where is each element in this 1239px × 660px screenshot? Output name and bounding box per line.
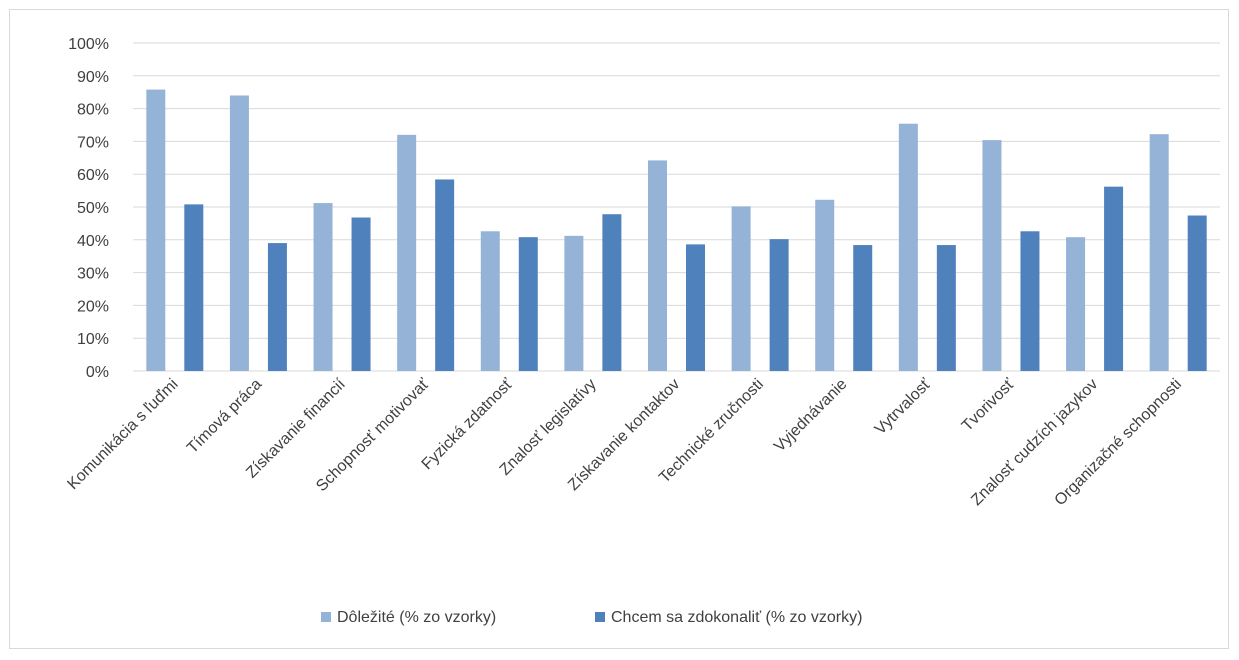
bar-dolezite bbox=[313, 203, 333, 371]
x-axis-labels: Komunikácia s ľuďmi Tímová prácaZískavani… bbox=[64, 375, 1185, 509]
bars bbox=[146, 89, 1207, 372]
y-tick-label: 20% bbox=[77, 298, 109, 315]
bar-chcem-sa-zdokonalit bbox=[686, 244, 705, 371]
y-tick-label: 80% bbox=[77, 102, 109, 119]
y-tick-label: 10% bbox=[77, 331, 109, 348]
bar-chcem-sa-zdokonalit bbox=[518, 237, 538, 371]
bar-dolezite bbox=[229, 95, 249, 371]
bar-dolezite bbox=[1066, 237, 1086, 371]
bar-dolezite bbox=[397, 134, 417, 371]
bar-dolezite bbox=[982, 140, 1002, 371]
bar-chcem-sa-zdokonalit bbox=[1020, 231, 1040, 371]
y-tick-label: 0% bbox=[86, 364, 109, 381]
gridlines bbox=[133, 42, 1220, 372]
y-tick-label: 30% bbox=[77, 266, 109, 283]
legend-label-dolezite: Dôležité (% zo vzorky) bbox=[337, 609, 496, 626]
legend-label-chcem-sa-zdokonalit: Chcem sa zdokonaliť (% zo vzorky) bbox=[611, 609, 862, 626]
y-tick-label: 100% bbox=[68, 36, 109, 53]
bar-dolezite bbox=[1149, 134, 1169, 371]
y-tick-label: 70% bbox=[77, 134, 109, 151]
bar-dolezite bbox=[898, 123, 918, 371]
bar-chcem-sa-zdokonalit bbox=[351, 217, 371, 371]
legend-swatch-chcem-sa-zdokonalit bbox=[595, 612, 605, 622]
chart-frame: 0% 10% 20% 30% 40% 50% 60% 70% 80% 90% 100% Komuni… bbox=[9, 9, 1229, 649]
y-tick-label: 60% bbox=[77, 167, 109, 184]
bar-chcem-sa-zdokonalit bbox=[602, 214, 622, 371]
y-tick-label: 90% bbox=[77, 69, 109, 86]
x-category-label: Fyzická zdatnosť bbox=[419, 375, 517, 473]
x-category-label: Tvorivosť bbox=[959, 375, 1019, 435]
bar-dolezite bbox=[146, 89, 166, 372]
bar-chcem-sa-zdokonalit bbox=[1187, 215, 1207, 371]
bar-chcem-sa-zdokonalit bbox=[435, 179, 455, 371]
y-tick-label: 40% bbox=[77, 233, 109, 250]
y-tick-label: 50% bbox=[77, 200, 109, 217]
bar-dolezite bbox=[564, 235, 584, 371]
x-category-label: Komunikácia s ľuďmi bbox=[64, 376, 181, 493]
bar-dolezite bbox=[815, 199, 835, 371]
bar-chcem-sa-zdokonalit bbox=[184, 204, 204, 371]
bar-chart: 0% 10% 20% 30% 40% 50% 60% 70% 80% 90% 100% Komuni… bbox=[64, 36, 1220, 626]
bar-chcem-sa-zdokonalit bbox=[1104, 186, 1124, 371]
x-category-label: Vyjednávanie bbox=[771, 376, 851, 456]
bar-dolezite bbox=[648, 160, 667, 371]
bar-chcem-sa-zdokonalit bbox=[853, 245, 873, 371]
x-category-label: Vytrvalosť bbox=[872, 375, 935, 438]
bar-dolezite bbox=[480, 231, 500, 371]
bar-dolezite bbox=[731, 206, 751, 371]
legend-swatch-dolezite bbox=[321, 612, 331, 622]
x-category-label: Tímová práca bbox=[184, 376, 265, 457]
bar-chcem-sa-zdokonalit bbox=[267, 243, 287, 371]
bar-chcem-sa-zdokonalit bbox=[936, 245, 956, 371]
legend: Dôležité (% zo vzorky) Chcem sa zdokonali… bbox=[321, 609, 862, 626]
y-axis-ticks: 0% 10% 20% 30% 40% 50% 60% 70% 80% 90% 100% bbox=[68, 36, 109, 381]
bar-chcem-sa-zdokonalit bbox=[769, 239, 789, 371]
